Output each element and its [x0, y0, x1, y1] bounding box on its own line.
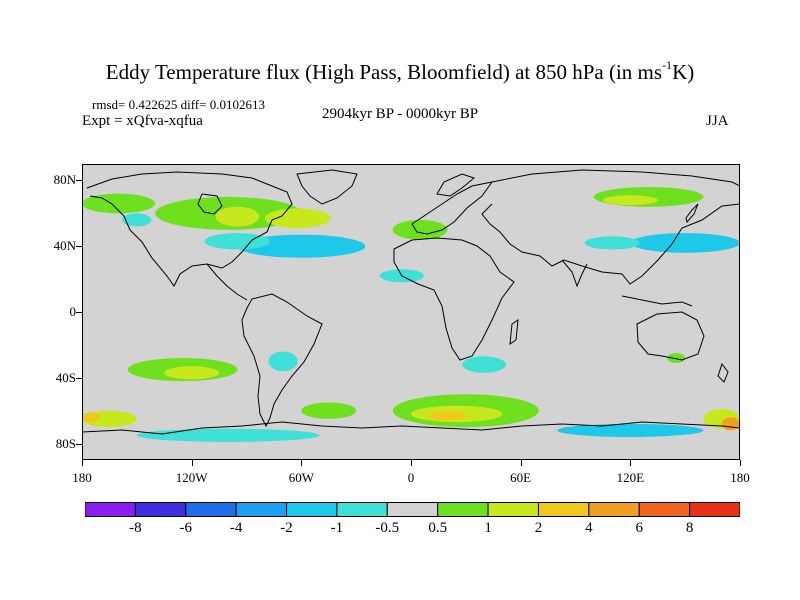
lat-tick-mark	[76, 312, 82, 313]
field-south-atlantic-negative	[462, 356, 507, 373]
colorbar	[85, 502, 740, 517]
colorbar-cell	[336, 502, 388, 517]
lat-tick-mark	[76, 443, 82, 445]
field-hudson-positive	[215, 206, 260, 227]
lat-tick-label: 40S	[55, 369, 76, 385]
lon-tick-label: 180	[72, 470, 92, 485]
experiment-label: Expt = xQfva-xqfua	[82, 113, 203, 129]
colorbar-label: 8	[685, 520, 694, 536]
field-south-america-negative	[268, 351, 298, 372]
lon-tick-label: 0	[407, 470, 415, 485]
coast-scandinavia	[436, 173, 476, 197]
colorbar-label: -2	[280, 520, 293, 536]
colorbar-label: 2	[534, 520, 543, 536]
figure-title: Eddy Temperature flux (High Pass, Bloomf…	[0, 58, 800, 85]
field-indian-ocean-negative	[557, 423, 704, 437]
coast-greenland	[296, 169, 358, 205]
coastlines	[82, 169, 740, 435]
lat-tick-mark	[76, 180, 82, 182]
lon-tick-mark	[82, 460, 83, 466]
colorbar-cell	[85, 502, 136, 517]
coast-africa	[393, 237, 515, 361]
lon-tick-mark	[191, 460, 193, 466]
colorbar-label: -0.5	[375, 520, 400, 536]
colorbar-cell	[437, 502, 489, 517]
colorbar-cell	[286, 502, 338, 517]
field-layer	[82, 187, 740, 442]
coast-japan	[685, 203, 699, 224]
field-us-east-negative	[204, 233, 271, 250]
lon-tick-label: 60E	[510, 470, 532, 485]
field-antarctic-negative	[136, 428, 320, 442]
coast-new-zealand	[717, 362, 729, 383]
colorbar-cell	[689, 502, 740, 517]
stats-line: rmsd= 0.422625 diff= 0.0102613	[92, 97, 265, 112]
lon-tick-mark	[520, 460, 522, 466]
colorbar-cell	[588, 502, 640, 517]
colorbar-cell	[386, 502, 439, 517]
lon-tick-label: 180	[730, 470, 750, 485]
title-text: Eddy Temperature flux (High Pass, Bloomf…	[105, 60, 663, 84]
coast-hudson-bay	[197, 193, 223, 215]
colorbar-label: -4	[229, 520, 243, 536]
coast-north-america	[86, 171, 293, 287]
colorbar-cell	[185, 502, 237, 517]
lon-tick-label: 120W	[175, 470, 208, 485]
field-north-pacific-west-negative	[630, 233, 740, 253]
coast-indonesia	[621, 295, 693, 307]
coast-india	[561, 259, 588, 288]
field-siberia-positive	[602, 195, 658, 206]
field-australia-positive	[666, 353, 686, 363]
colorbar-label: 1	[484, 520, 492, 536]
colorbar-label: -1	[330, 520, 344, 536]
lat-tick-label: 80S	[55, 435, 76, 451]
field-labrador-positive	[264, 208, 331, 229]
coast-antarctica	[82, 421, 740, 435]
lat-tick-mark	[76, 246, 82, 248]
field-alaska-positive	[82, 193, 156, 214]
colorbar-label: 0.5	[428, 520, 448, 536]
coast-europe	[411, 181, 494, 235]
lat-tick-mark	[76, 377, 82, 379]
field-drake-positive	[301, 402, 357, 419]
lon-tick-label: 60W	[288, 470, 314, 485]
field-south-pacific-core	[164, 366, 220, 380]
title-tail: K)	[672, 60, 695, 84]
coast-australia	[636, 311, 705, 361]
lon-tick-mark	[411, 460, 412, 466]
field-pacific-sector-max	[82, 412, 101, 423]
lon-tick-mark	[740, 460, 741, 466]
field-southern-ocean-atlantic-max	[429, 410, 466, 421]
lon-tick-label: 120E	[616, 470, 645, 485]
lat-tick-label: 40N	[53, 238, 76, 254]
title-superscript: -1	[662, 58, 673, 72]
field-europe-positive	[392, 219, 448, 240]
colorbar-cell	[638, 502, 691, 517]
colorbar-cell	[487, 502, 539, 517]
coast-central-america	[206, 263, 248, 301]
lat-tick-label: 0	[69, 304, 77, 319]
colorbar-label: 6	[635, 520, 643, 536]
colorbar-label: -6	[179, 520, 193, 536]
colorbar-cell	[134, 502, 187, 517]
coast-south-america	[241, 293, 323, 428]
field-east-asia-negative	[584, 236, 640, 250]
coast-asia	[481, 169, 740, 285]
map-border	[82, 164, 740, 460]
lat-tick-label: 80N	[53, 172, 76, 188]
field-north-pacific-negative	[122, 213, 152, 227]
map-panel	[82, 164, 740, 460]
field-tasman-max	[721, 417, 740, 431]
lon-tick-mark	[301, 460, 303, 466]
season-label: JJA	[706, 113, 729, 129]
coast-madagascar	[509, 318, 519, 346]
colorbar-label: -8	[129, 520, 142, 536]
lon-tick-mark	[630, 460, 632, 466]
colorbar-cell	[537, 502, 590, 517]
period-label: 2904kyr BP - 0000kyr BP	[321, 106, 479, 122]
colorbar-label: 4	[585, 520, 593, 536]
colorbar-cell	[235, 502, 288, 517]
